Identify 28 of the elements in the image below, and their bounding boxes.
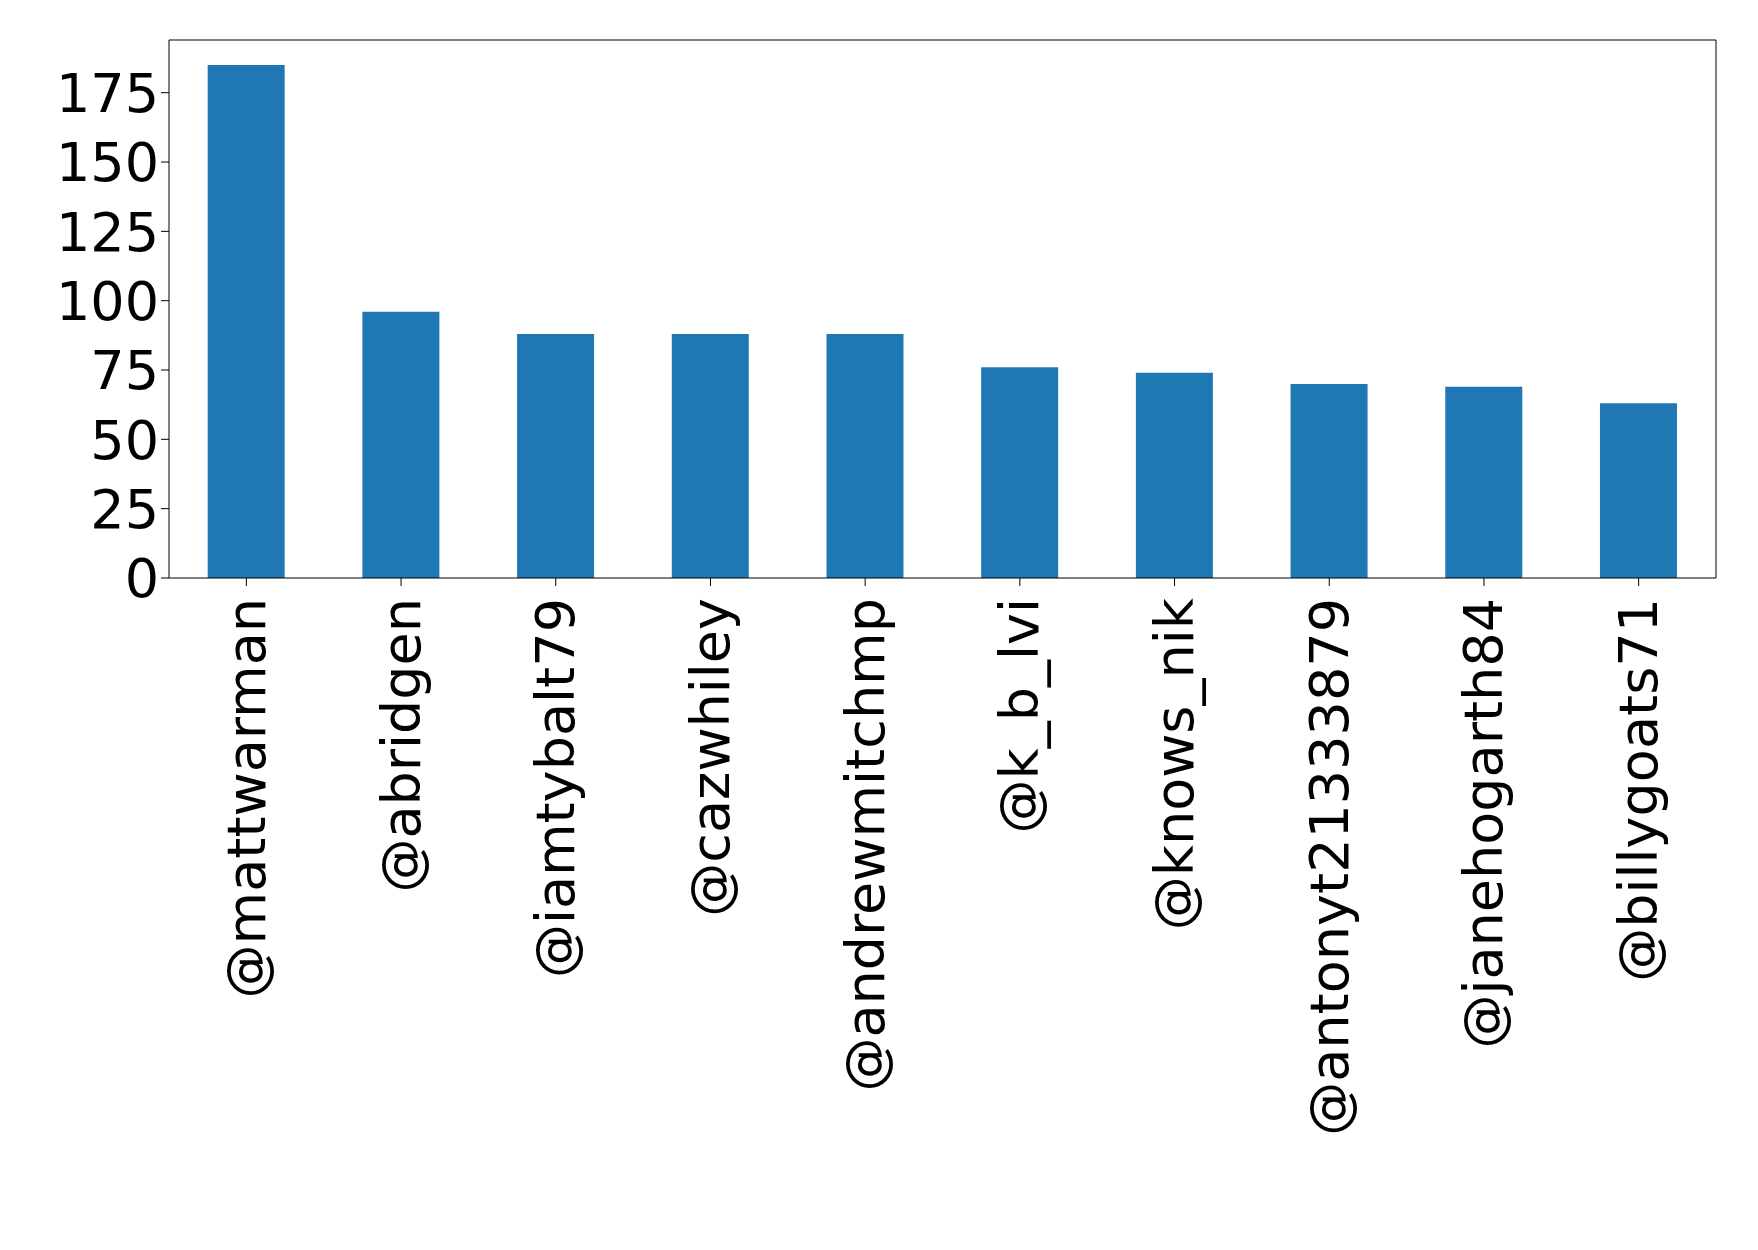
- y-tick-label: 0: [124, 547, 159, 611]
- x-tick-label: @janehogarth84: [1452, 598, 1516, 1049]
- x-tick-label: @andrewmitchmp: [833, 598, 897, 1092]
- bar: [362, 311, 440, 578]
- y-tick-label: 100: [55, 269, 159, 333]
- y-tick-label: 75: [90, 339, 159, 403]
- x-tick-label: @antonyt21333879: [1297, 598, 1361, 1136]
- bar: [207, 64, 285, 578]
- y-tick-label: 175: [55, 61, 159, 125]
- y-tick-label: 150: [55, 131, 159, 195]
- y-tick-label: 50: [90, 408, 159, 472]
- x-tick-label: @abridgen: [369, 598, 433, 893]
- bar: [1445, 386, 1523, 578]
- bar: [1290, 383, 1368, 578]
- x-tick-label: @mattwarman: [214, 598, 278, 999]
- bar: [517, 333, 595, 578]
- bar: [981, 367, 1059, 578]
- x-tick-label: @iamtybalt79: [524, 598, 588, 979]
- y-tick-label: 125: [55, 200, 159, 264]
- bar: [826, 333, 904, 578]
- bar: [1135, 372, 1213, 578]
- bar: [671, 333, 749, 578]
- x-tick-label: @billygoats71: [1607, 598, 1671, 982]
- bar: [1599, 403, 1677, 578]
- x-tick-label: @knows_nik: [1143, 597, 1207, 931]
- y-tick-label: 25: [90, 477, 159, 541]
- x-tick-label: @cazwhiley: [678, 598, 742, 917]
- x-tick-label: @k_b_lvi: [988, 598, 1052, 834]
